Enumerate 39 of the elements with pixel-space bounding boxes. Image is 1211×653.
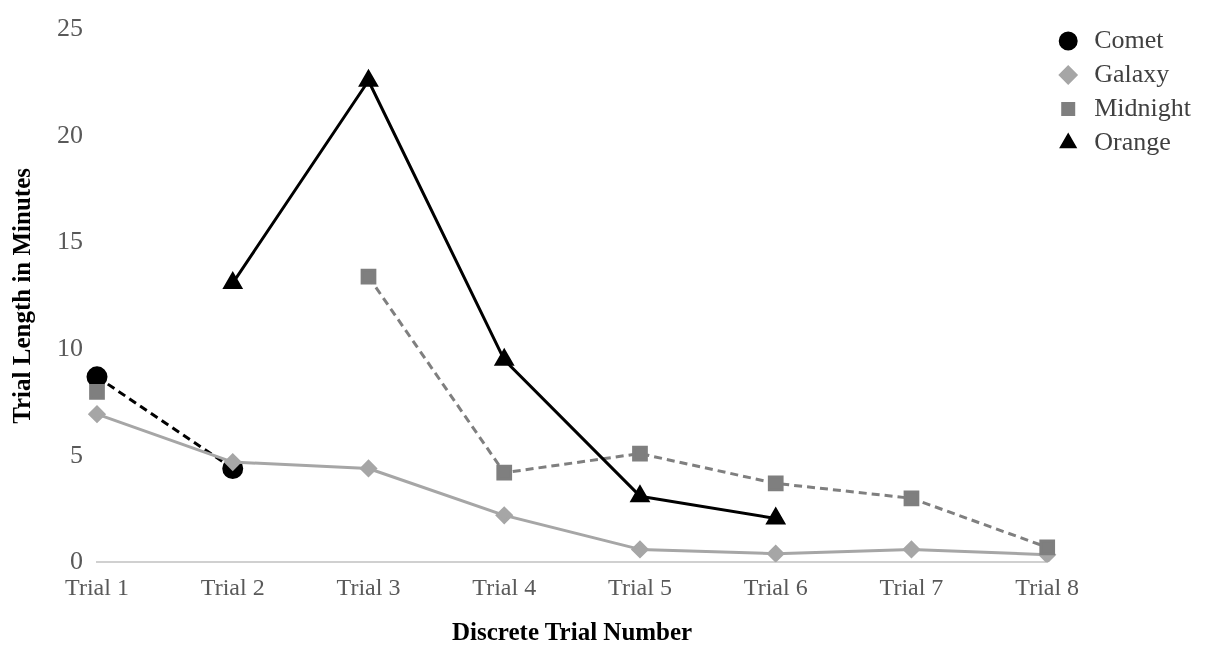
x-axis-title: Discrete Trial Number — [451, 618, 693, 646]
point — [767, 545, 785, 563]
x-tick-label: Trial 4 — [472, 573, 537, 600]
x-tick-label: Trial 6 — [743, 573, 808, 600]
point — [89, 383, 105, 400]
y-axis-title: Trial Length in Minutes — [8, 167, 36, 424]
legend-label: Galaxy — [1094, 58, 1170, 88]
point — [631, 540, 649, 558]
x-tick-label: Trial 7 — [879, 573, 944, 600]
x-tick-label: Trial 2 — [200, 573, 265, 600]
legend-label: Comet — [1094, 24, 1165, 54]
point — [88, 405, 106, 423]
point — [1039, 539, 1056, 556]
legend-label: Orange — [1094, 126, 1171, 156]
point — [359, 459, 377, 477]
x-tick-label: Trial 3 — [336, 573, 401, 600]
x-tick-label: Trial 5 — [608, 573, 672, 600]
point — [496, 464, 513, 481]
point — [767, 475, 784, 492]
point — [903, 490, 920, 507]
x-tick-label: Trial 1 — [65, 573, 129, 600]
point — [494, 349, 514, 366]
point — [632, 445, 648, 462]
point — [766, 508, 786, 525]
x-tick-label: Trial 8 — [1015, 573, 1080, 600]
y-tick-label: 5 — [70, 439, 83, 469]
y-tick-label: 10 — [57, 332, 83, 362]
point — [360, 268, 377, 285]
point — [223, 272, 243, 290]
point — [495, 506, 513, 524]
y-tick-label: 15 — [57, 226, 83, 256]
point — [224, 453, 242, 471]
point — [359, 70, 378, 87]
y-tick-label: 0 — [70, 546, 83, 576]
point — [630, 485, 650, 503]
y-tick-label: 20 — [57, 119, 83, 149]
legend-label: Midnight — [1094, 92, 1192, 122]
y-tick-label: 25 — [57, 13, 83, 43]
point — [902, 540, 920, 558]
